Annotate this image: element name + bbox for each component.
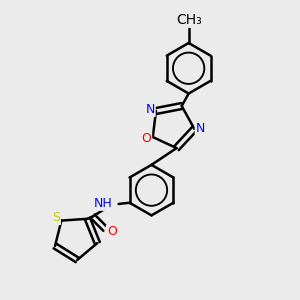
- Text: O: O: [141, 132, 151, 145]
- Text: CH₃: CH₃: [176, 13, 202, 27]
- Text: NH: NH: [94, 197, 113, 210]
- Text: S: S: [52, 211, 60, 224]
- Text: N: N: [196, 122, 205, 135]
- Text: O: O: [107, 225, 117, 239]
- Text: N: N: [146, 103, 155, 116]
